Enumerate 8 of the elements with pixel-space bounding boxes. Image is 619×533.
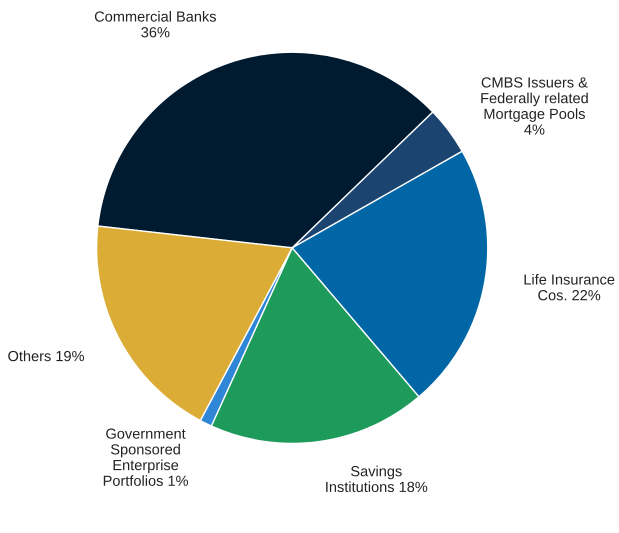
data-label: 36% <box>141 27 170 38</box>
data-label: 4% <box>524 124 544 135</box>
slice-label: Life Insurance Cos. 22% <box>524 274 614 300</box>
slice-label: Others 19% <box>8 350 84 362</box>
slice-label: Commercial Banks <box>94 10 216 22</box>
slice-label: Savings Institutions 18% <box>326 466 428 492</box>
slice-label: CMBS Issuers & Federally related Mortgage Pools <box>481 77 588 122</box>
slice-label: Government Sponsored Enterprise Portfolios 1% <box>104 428 188 486</box>
